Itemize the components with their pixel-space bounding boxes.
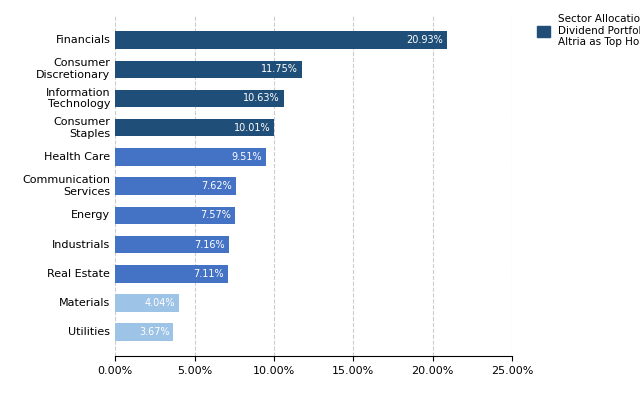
Text: 4.04%: 4.04% bbox=[145, 298, 175, 308]
Bar bbox=[115, 61, 301, 78]
Text: 7.57%: 7.57% bbox=[200, 210, 232, 220]
Bar bbox=[115, 324, 173, 341]
Bar bbox=[115, 31, 447, 49]
Text: 7.11%: 7.11% bbox=[193, 269, 224, 279]
Bar bbox=[115, 294, 179, 312]
Bar bbox=[115, 177, 236, 195]
Text: 3.67%: 3.67% bbox=[139, 327, 170, 337]
Text: 7.62%: 7.62% bbox=[202, 181, 232, 191]
Bar bbox=[115, 119, 274, 137]
Bar bbox=[115, 207, 236, 224]
Text: 20.93%: 20.93% bbox=[406, 35, 444, 45]
Bar bbox=[115, 265, 228, 282]
Text: 7.16%: 7.16% bbox=[195, 240, 225, 249]
Text: 11.75%: 11.75% bbox=[261, 64, 298, 74]
Bar bbox=[115, 90, 284, 107]
Legend: Sector Allocation of This
Dividend Portfolio that holds
Altria as Top Holding: Sector Allocation of This Dividend Portf… bbox=[537, 14, 640, 48]
Bar bbox=[115, 148, 266, 166]
Text: 10.63%: 10.63% bbox=[243, 93, 280, 103]
Bar bbox=[115, 236, 229, 253]
Text: 9.51%: 9.51% bbox=[232, 152, 262, 162]
Text: 10.01%: 10.01% bbox=[234, 123, 270, 133]
